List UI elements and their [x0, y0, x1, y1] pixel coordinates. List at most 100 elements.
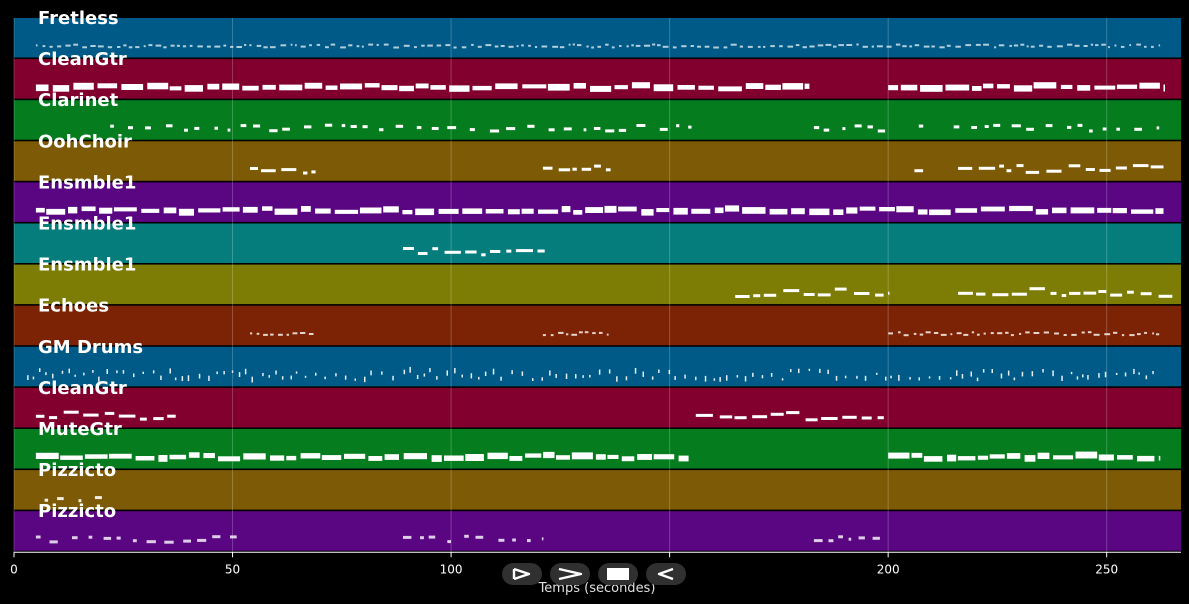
note-mark [308, 333, 314, 335]
note-mark [626, 45, 629, 48]
note-mark [197, 45, 203, 48]
note-mark [821, 417, 838, 420]
note-mark [791, 208, 805, 215]
note-mark [673, 207, 688, 215]
note-mark [909, 45, 913, 48]
note-mark [472, 85, 492, 91]
track-label: Ensmble1 [38, 214, 136, 235]
note-mark [572, 167, 577, 171]
note-mark [885, 376, 887, 381]
note-mark [765, 84, 781, 90]
note-mark [420, 536, 424, 540]
note-mark [403, 453, 427, 460]
note-mark [1158, 44, 1161, 47]
forward-icon [557, 567, 583, 581]
rewind-button[interactable] [646, 563, 686, 585]
note-mark [281, 168, 297, 172]
note-mark [1016, 164, 1024, 168]
note-mark [325, 85, 338, 90]
note-mark [110, 124, 114, 128]
note-mark [955, 45, 961, 48]
note-mark [182, 45, 187, 48]
track-band [14, 387, 1181, 428]
note-mark [929, 209, 951, 216]
note-mark [49, 45, 53, 48]
note-mark [223, 371, 225, 375]
x-tick-label: 250 [1095, 562, 1118, 576]
note-mark [704, 45, 710, 48]
play-button[interactable] [502, 563, 542, 585]
note-mark [659, 127, 668, 131]
note-mark [695, 376, 697, 381]
note-mark [222, 207, 240, 212]
note-mark [309, 44, 312, 47]
track-band [14, 470, 1181, 510]
note-mark [107, 46, 113, 49]
note-mark [1095, 44, 1099, 47]
note-mark [541, 377, 543, 381]
note-mark [98, 376, 100, 382]
note-mark [477, 45, 482, 48]
stop-button[interactable] [598, 563, 638, 585]
note-mark [403, 44, 410, 47]
note-mark [325, 46, 329, 49]
note-mark [879, 207, 895, 212]
note-mark [230, 45, 234, 48]
note-mark [1054, 332, 1059, 335]
note-mark [920, 85, 943, 92]
note-mark [61, 370, 64, 374]
note-mark [1024, 455, 1036, 462]
note-mark [763, 293, 777, 297]
note-mark [1006, 453, 1021, 459]
note-mark [128, 126, 133, 130]
note-mark [1139, 82, 1160, 89]
note-mark [116, 370, 118, 374]
note-mark [770, 45, 775, 48]
note-mark [300, 45, 306, 48]
note-mark [1112, 208, 1127, 214]
note-mark [977, 455, 989, 460]
forward-button[interactable] [550, 563, 590, 585]
note-mark [955, 208, 978, 213]
note-mark [1075, 451, 1098, 459]
track-label: Clarinet [38, 90, 119, 111]
note-mark [1033, 332, 1040, 334]
note-mark [222, 83, 240, 90]
note-mark [356, 45, 360, 48]
note-mark [281, 376, 284, 380]
note-mark [393, 46, 399, 49]
note-mark [163, 207, 177, 214]
note-mark [763, 45, 766, 48]
note-mark [779, 45, 783, 48]
note-mark [528, 44, 531, 47]
note-mark [279, 84, 303, 91]
note-mark [181, 376, 184, 382]
note-mark [888, 332, 893, 335]
note-mark [983, 43, 989, 46]
note-mark [573, 83, 586, 89]
note-mark [122, 370, 125, 374]
note-mark [52, 85, 70, 92]
note-mark [350, 125, 357, 128]
note-mark [348, 44, 353, 47]
note-mark [206, 45, 211, 48]
note-mark [713, 46, 719, 49]
note-mark [662, 45, 669, 48]
note-mark [169, 454, 187, 460]
note-mark [1137, 455, 1155, 462]
note-mark [1099, 168, 1111, 172]
note-mark [444, 250, 461, 254]
note-mark [370, 370, 372, 376]
note-mark [45, 372, 47, 376]
note-mark [556, 455, 570, 460]
note-mark [896, 206, 914, 213]
note-mark [361, 45, 364, 48]
track-label: Ensmble1 [38, 172, 136, 193]
note-mark [1047, 45, 1052, 48]
note-mark [723, 46, 728, 49]
note-mark [1070, 207, 1095, 214]
note-mark [1031, 371, 1034, 377]
note-mark [697, 45, 701, 48]
note-mark [1132, 164, 1149, 168]
note-mark [494, 45, 499, 48]
